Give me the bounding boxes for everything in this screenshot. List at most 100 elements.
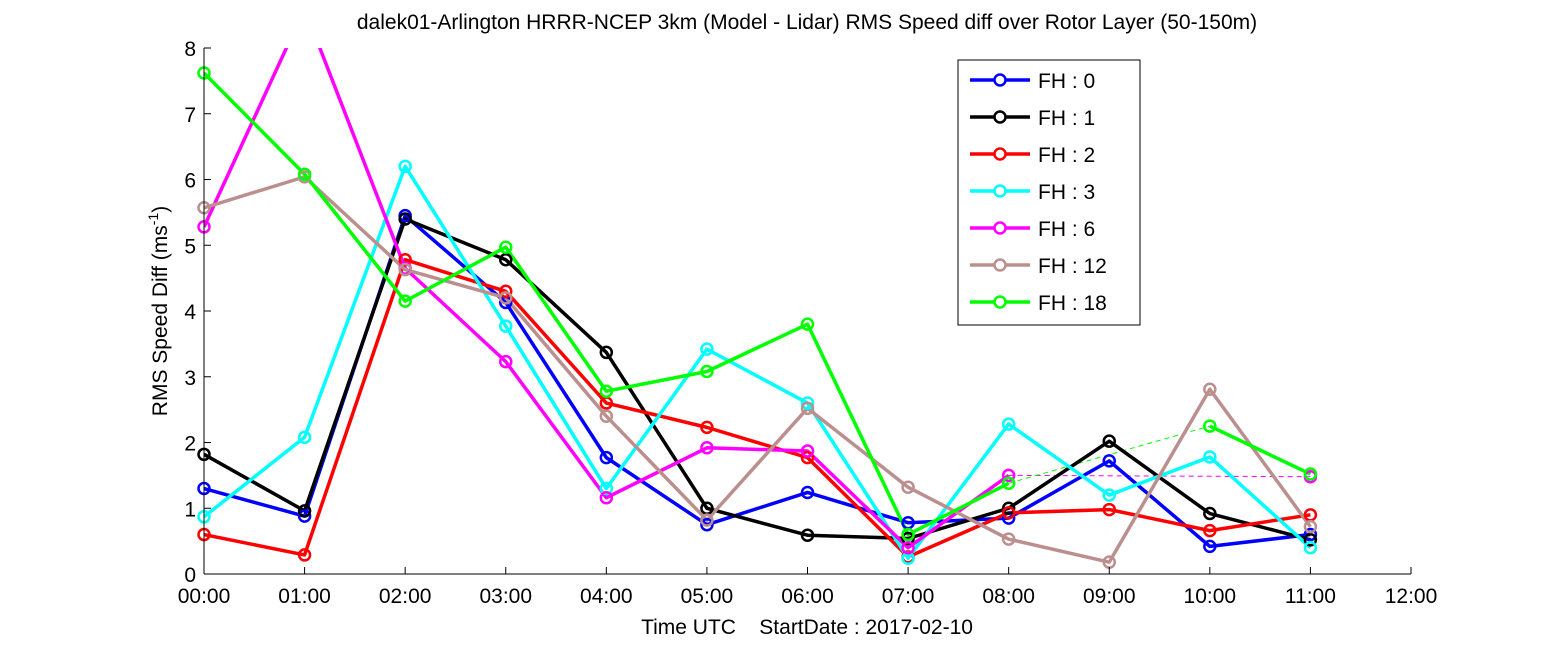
x-axis-label: Time UTC StartDate : 2017-02-10 xyxy=(641,616,973,639)
legend-swatch-marker xyxy=(993,221,1007,235)
series-point xyxy=(800,450,815,465)
series-point xyxy=(700,342,714,356)
series-point xyxy=(901,527,915,542)
series-point xyxy=(901,480,915,494)
series-point xyxy=(1303,527,1318,542)
series-point xyxy=(800,396,815,410)
series-point xyxy=(499,291,513,305)
series-line xyxy=(204,48,1010,550)
series-point xyxy=(1001,476,1016,491)
y-tick-label: 3 xyxy=(184,367,196,390)
x-tick-label: 09:00 xyxy=(1083,585,1136,608)
gap-connector xyxy=(1008,425,1210,484)
series-point xyxy=(800,401,815,416)
x-tick-label: 08:00 xyxy=(982,585,1035,608)
series-point xyxy=(1203,382,1217,396)
y-axis-label-main: RMS Speed Diff (ms xyxy=(149,225,172,416)
series-point xyxy=(499,354,513,369)
legend-label: FH : 1 xyxy=(1038,107,1095,130)
y-tick-label: 6 xyxy=(184,170,196,193)
series-point xyxy=(297,430,312,444)
y-tick-label: 4 xyxy=(184,301,196,324)
legend-label: FH : 2 xyxy=(1038,144,1095,167)
series-point xyxy=(700,517,714,532)
x-tick-label: 06:00 xyxy=(781,585,834,608)
series-point xyxy=(599,481,614,496)
series-point xyxy=(297,509,312,523)
y-tick-label: 8 xyxy=(184,38,196,61)
series-point xyxy=(297,167,312,181)
series-point xyxy=(1001,532,1016,546)
series-point xyxy=(398,212,412,226)
series-line xyxy=(204,217,1311,542)
series-point xyxy=(1203,506,1217,521)
series-point xyxy=(800,317,815,331)
legend-swatch-marker xyxy=(993,184,1007,198)
series-point xyxy=(1203,450,1217,464)
series-point xyxy=(700,513,714,527)
x-axis-label-startdate: StartDate : 2017-02-10 xyxy=(759,616,973,639)
series-line xyxy=(204,71,1010,537)
series-point xyxy=(1303,540,1318,555)
y-axis-label-sup: -1 xyxy=(145,213,161,226)
x-tick-label: 11:00 xyxy=(1285,585,1336,608)
series-point xyxy=(901,540,915,555)
series-line xyxy=(204,175,1312,564)
legend-swatch-marker xyxy=(993,295,1007,309)
plot-area xyxy=(204,48,1411,574)
series-point xyxy=(800,528,815,542)
y-tick-label: 0 xyxy=(184,564,196,587)
chart-title: dalek01-Arlington HRRR-NCEP 3km (Model -… xyxy=(357,11,1257,34)
series-point xyxy=(599,345,614,360)
series-point xyxy=(1303,467,1318,481)
legend-label: FH : 0 xyxy=(1038,70,1095,93)
series-point xyxy=(398,262,412,277)
series-point xyxy=(700,441,714,455)
x-axis-label-time: Time UTC xyxy=(641,616,736,639)
legend-swatch-marker xyxy=(993,73,1007,87)
series-point xyxy=(297,548,312,562)
series-line xyxy=(204,257,1311,559)
series-point xyxy=(800,444,815,458)
series-layer xyxy=(197,48,1318,569)
legend-swatch-marker xyxy=(993,258,1007,272)
x-tick-label: 03:00 xyxy=(479,585,532,608)
series-point xyxy=(1001,501,1016,515)
y-axis-label-close: ) xyxy=(149,206,172,213)
series-point xyxy=(1001,468,1016,483)
series-point xyxy=(1303,519,1318,534)
series-point xyxy=(398,294,412,308)
y-tick-label: 5 xyxy=(184,235,196,258)
legend-swatch-marker xyxy=(993,147,1007,161)
legend-label: FH : 18 xyxy=(1038,292,1107,315)
series-point xyxy=(599,450,614,465)
x-tick-label: 02:00 xyxy=(379,585,432,608)
x-tick-label: 12:00 xyxy=(1385,585,1438,608)
x-tick-label: 01:00 xyxy=(278,585,331,608)
series-point xyxy=(599,384,614,398)
y-axis-label: RMS Speed Diff (ms-1) xyxy=(145,206,172,416)
y-tick-label: 7 xyxy=(184,104,196,127)
series-point xyxy=(1001,417,1016,431)
series-point xyxy=(1203,523,1217,538)
series-point xyxy=(1303,533,1318,547)
x-tick-label: 07:00 xyxy=(882,585,935,608)
series-point xyxy=(1203,419,1217,433)
series-point xyxy=(1102,454,1116,468)
series-point xyxy=(499,319,513,333)
series-point xyxy=(499,284,513,299)
series-point xyxy=(1102,488,1116,502)
series-point xyxy=(1102,434,1116,448)
x-ticks: 00:00 01:00 02:00 03:00 04:00 05:00 06:00 07:00… xyxy=(178,567,1438,608)
series-point xyxy=(499,252,513,267)
series-point xyxy=(499,240,513,254)
series-point xyxy=(1102,502,1116,517)
x-tick-label: 00:00 xyxy=(178,585,231,608)
y-tick-label: 1 xyxy=(184,498,196,521)
series-point xyxy=(599,409,614,423)
plot-background xyxy=(204,48,1411,574)
x-tick-label: 05:00 xyxy=(681,585,734,608)
x-tick-label: 04:00 xyxy=(580,585,633,608)
series-line xyxy=(1209,424,1312,476)
